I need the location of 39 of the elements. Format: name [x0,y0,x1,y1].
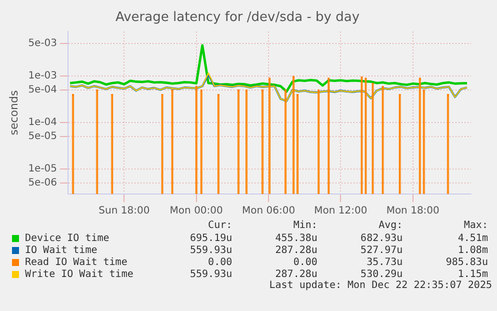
text: 695.19u [188,232,232,244]
y-tick-label: 1e-04 [28,116,58,128]
text: 287.28u [274,268,318,280]
legend-label: Device IO time [25,232,110,244]
text: 559.93u [188,244,232,256]
y-tick-label: 5e-03 [28,38,58,49]
text: 0.00 [292,256,318,268]
text: 527.97u [360,244,403,256]
legend-label: IO Wait time [25,244,98,256]
text: 4.51m [456,232,488,244]
chart-title: Average latency for /dev/sda - by day [115,10,360,26]
x-tick-label: Mon 06:00 [242,206,296,217]
y-tick-label: 5e-04 [28,84,58,96]
y-tick-label: 1e-05 [28,164,58,175]
text: 35.73u [366,256,403,268]
y-tick-label: 5e-06 [28,178,58,189]
text: 1.08m [456,244,488,256]
text: 1.15m [456,268,488,280]
x-tick-label: Mon 12:00 [314,206,368,217]
x-tick-label: Mon 00:00 [170,206,223,217]
text: Cur: [207,220,232,232]
y-tick-label: 5e-05 [28,131,58,142]
text: 559.93u [188,268,232,280]
x-tick-label: Mon 18:00 [386,206,440,217]
text: Max: [462,220,488,232]
y-axis-title: seconds [7,90,20,136]
text: 455.38u [274,232,318,244]
text: Last update: Mon Dec 22 22:35:07 2025 [268,280,492,292]
text: 682.93u [360,232,403,244]
legend-label: Read IO Wait time [25,256,128,268]
x-tick-label: Sun 18:00 [98,206,150,217]
text: 287.28u [274,244,318,256]
text: 0.00 [207,256,232,268]
text: 985.83u [444,256,488,268]
text: 530.29u [360,268,403,280]
text: Avg: [378,220,403,232]
y-tick-label: 1e-03 [28,70,58,82]
text: Min: [292,220,318,232]
legend-label: Write IO Wait time [25,268,134,280]
